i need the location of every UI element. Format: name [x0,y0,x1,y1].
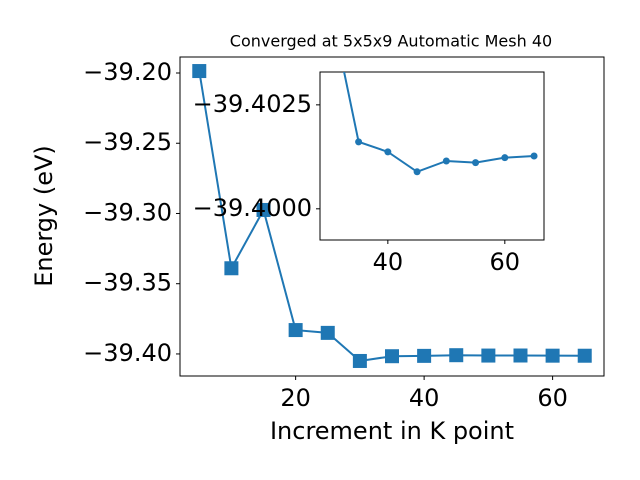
marker [320,325,335,340]
marker [192,64,207,79]
chart-title: Converged at 5x5x9 Automatic Mesh 40 [230,32,552,51]
marker [530,152,538,160]
axes-frame [319,71,545,241]
x-axis-label: Increment in K point [270,417,514,445]
y-tick-label: −39.25 [83,128,172,156]
marker [513,348,528,363]
y-tick-label: −39.4025 [193,90,312,118]
x-tick-label: 20 [280,384,311,412]
marker [352,353,367,368]
marker [413,168,421,176]
marker [472,159,480,167]
marker [442,157,450,165]
x-tick-label: 40 [373,248,404,276]
marker [256,202,271,217]
marker [224,261,239,276]
marker [577,348,592,363]
marker [385,349,399,364]
marker [481,348,496,363]
y-tick-label: −39.30 [83,198,172,226]
marker [355,138,363,146]
marker [545,348,560,363]
marker [449,348,464,363]
marker [288,323,303,338]
inset-axes: 40 60 −39.4025 −39.4000 [193,71,545,276]
marker [417,348,432,363]
x-tick-label: 40 [409,384,440,412]
y-tick-label: −39.20 [83,58,172,86]
main-axes: 20 40 60 −39.20 −39.25 −39.30 −39.35 −39.40 [83,56,605,412]
marker [384,148,392,156]
marker [501,154,509,162]
data-line [343,72,535,173]
y-tick-label: −39.4000 [193,194,312,222]
y-axis-label: Energy (eV) [30,145,58,287]
x-tick-label: 60 [490,248,521,276]
y-tick-label: −39.40 [83,339,172,367]
x-tick-label: 60 [537,384,568,412]
y-tick-label: −39.35 [83,269,172,297]
axes-frame [179,56,605,377]
